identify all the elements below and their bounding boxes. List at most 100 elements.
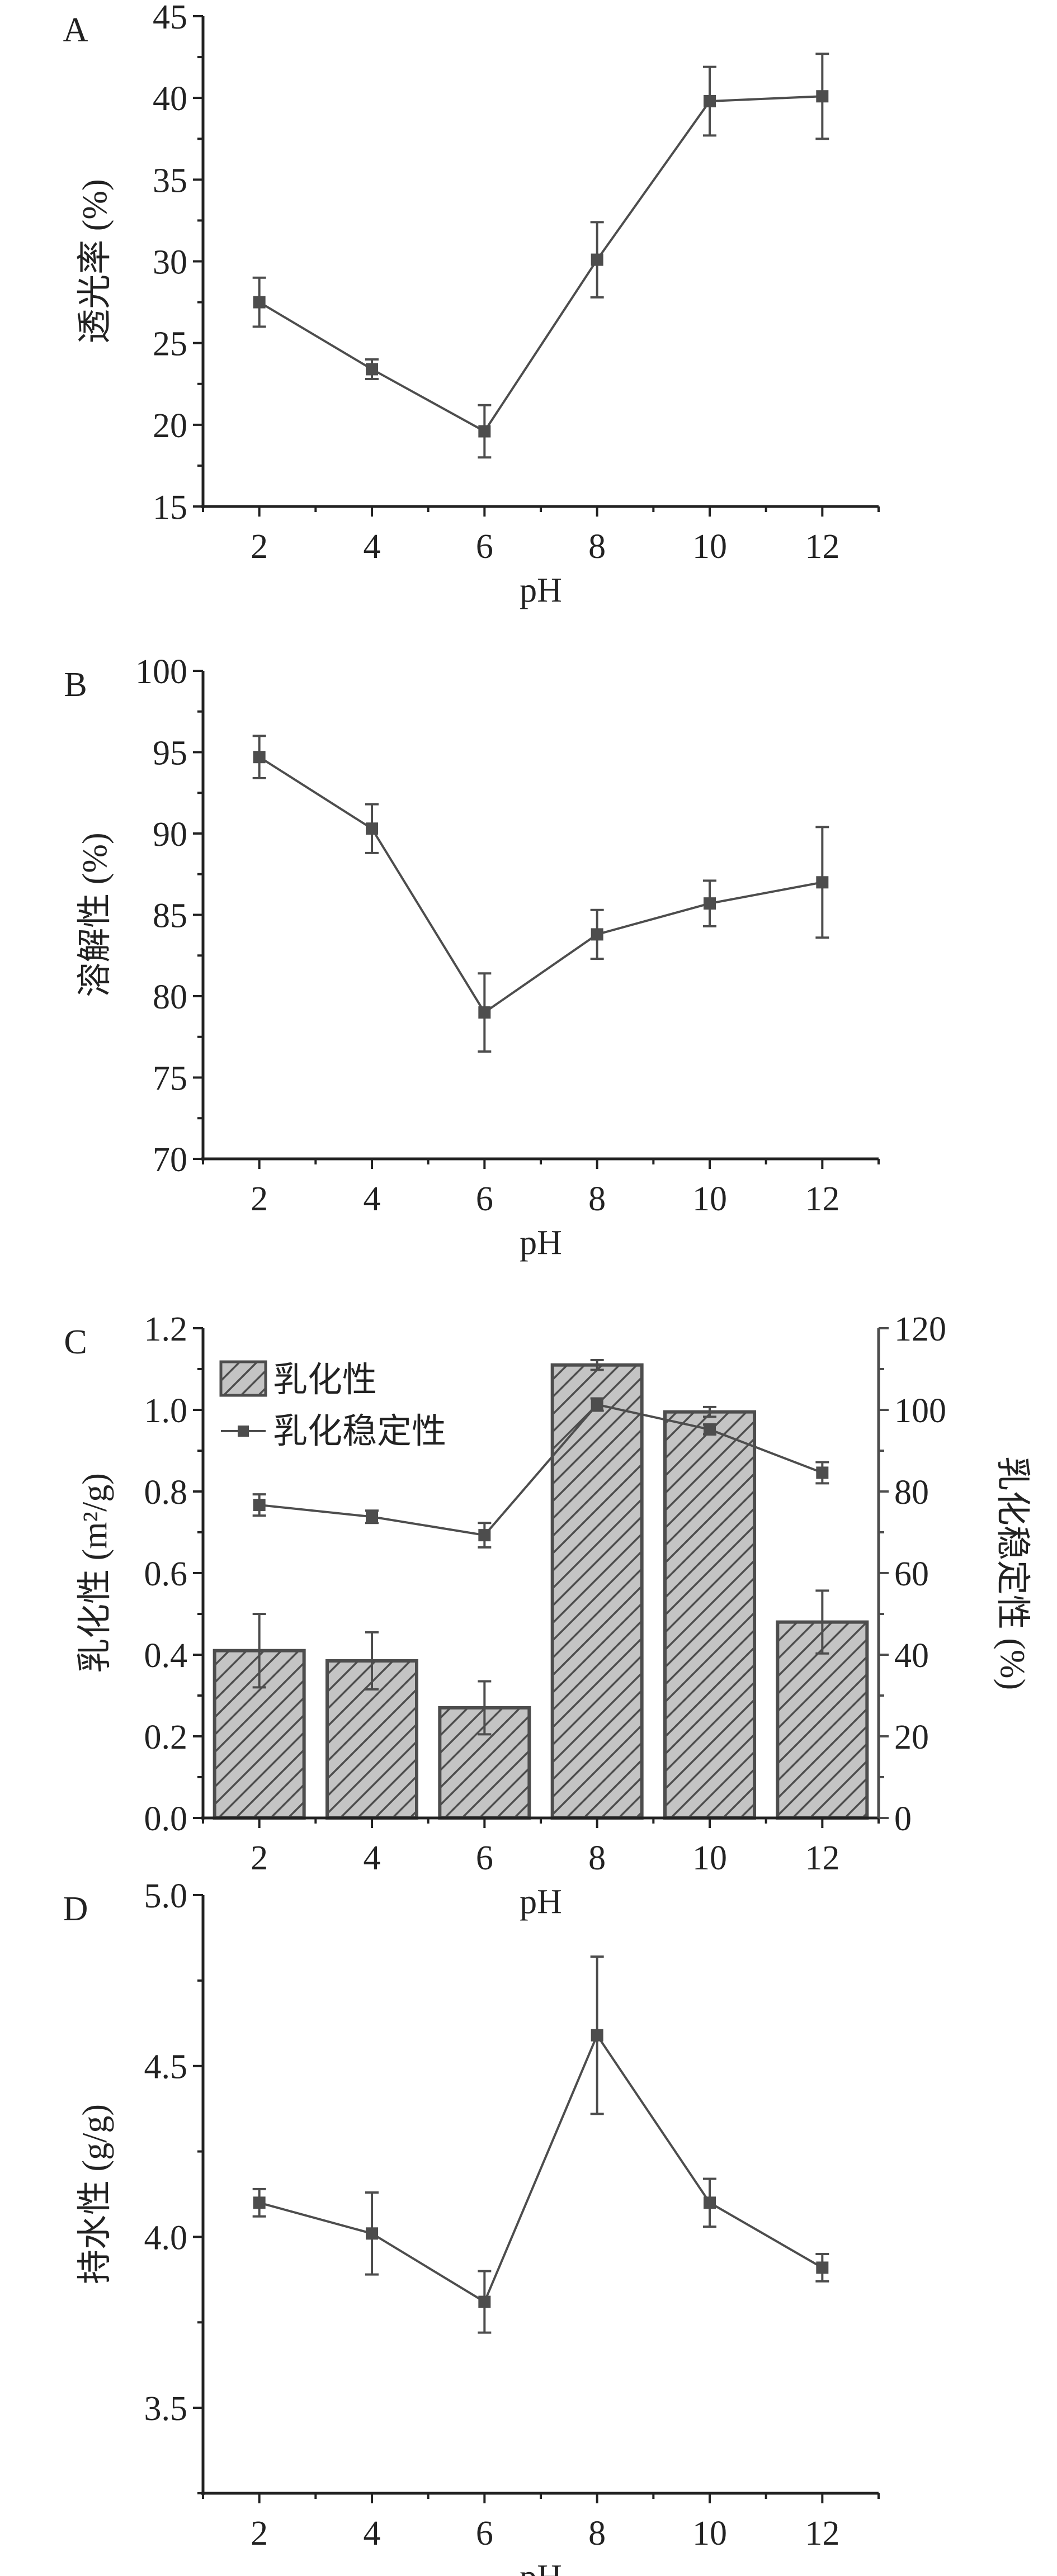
x-axis-label: pH (520, 571, 562, 609)
x-tick-label: 10 (692, 1839, 727, 1877)
x-tick-label: 6 (476, 528, 493, 566)
x-axis-label: pH (520, 2558, 562, 2576)
y-tick-label: 0.6 (144, 1555, 188, 1593)
y-axis-label: 溶解性 (%) (76, 832, 114, 997)
panel-d: D 3.5 4.0 4.5 5.0 2 4 6 8 10 12 pH 持水性 (g/g) (63, 1877, 880, 2576)
data-point (253, 296, 266, 309)
bar (663, 1410, 756, 1820)
y-tick-label: 85 (153, 897, 187, 935)
data-point (478, 425, 491, 438)
series-line (258, 756, 823, 1014)
y-axis-label: 乳化性 (m²/g) (76, 1473, 114, 1673)
data-point (478, 2295, 491, 2308)
y-tick-label: 4.5 (144, 2048, 188, 2086)
data-point (478, 1529, 491, 1542)
x-tick-label: 12 (805, 528, 839, 566)
y-tick-label: 95 (153, 735, 187, 773)
x-tick-label: 2 (251, 1839, 268, 1877)
data-point (253, 2196, 266, 2209)
y-tick-label: 30 (153, 244, 187, 282)
x-tick-label: 4 (364, 528, 381, 566)
data-point (366, 2227, 378, 2240)
y-right-tick-label: 60 (894, 1555, 929, 1593)
data-point (591, 928, 603, 941)
data-point (366, 822, 378, 835)
y-tick-label: 80 (153, 978, 187, 1016)
data-point (704, 2196, 716, 2209)
x-axis-label: pH (520, 1883, 562, 1921)
data-point (704, 897, 716, 910)
x-tick-label: 8 (588, 2515, 606, 2553)
series-line (259, 2033, 823, 2304)
y-tick-label: 25 (153, 325, 187, 363)
y-tick-label: 3.5 (144, 2390, 188, 2428)
series-line (259, 1403, 823, 1537)
data-point (704, 95, 716, 108)
y-tick-label: 100 (135, 653, 187, 691)
y-tick-label: 0.8 (144, 1474, 188, 1512)
panel-letter: A (63, 11, 88, 49)
data-point (591, 1398, 603, 1411)
data-point (591, 253, 603, 266)
bar (776, 1620, 869, 1820)
x-tick-label: 12 (805, 1839, 839, 1877)
y-tick-label: 70 (153, 1141, 187, 1179)
x-tick-label: 8 (588, 1180, 606, 1218)
data-point (253, 751, 266, 764)
y-tick-label: 75 (153, 1060, 187, 1098)
data-point (366, 363, 378, 376)
x-tick-label: 12 (805, 1180, 839, 1218)
y-tick-label: 0.4 (144, 1637, 188, 1675)
data-point (816, 1466, 829, 1479)
y-tick-label: 1.2 (144, 1310, 188, 1348)
y-tick-label: 4.0 (144, 2219, 188, 2257)
y-tick-label: 15 (153, 489, 187, 527)
x-tick-label: 10 (692, 528, 727, 566)
panel-letter: B (64, 666, 87, 704)
x-tick-label: 2 (251, 528, 268, 566)
y-tick-label: 45 (153, 0, 187, 36)
y-right-tick-label: 40 (894, 1637, 929, 1675)
y-right-tick-label: 20 (894, 1718, 929, 1756)
x-tick-label: 12 (805, 2515, 839, 2553)
data-point (816, 90, 829, 103)
series-line (258, 95, 823, 433)
x-tick-label: 2 (251, 1180, 268, 1218)
legend-swatch-bar (219, 1360, 267, 1397)
x-tick-label: 4 (364, 1180, 381, 1218)
panel-b: B 70 75 80 85 90 95 100 2 4 6 8 10 12 pH 溶解性 (%) (64, 653, 880, 1262)
y-tick-label: 40 (153, 80, 187, 118)
y-tick-label: 1.0 (144, 1392, 188, 1430)
data-point (816, 876, 829, 889)
y-tick-label: 90 (153, 816, 187, 854)
x-tick-label: 8 (588, 528, 606, 566)
y-right-tick-label: 80 (894, 1474, 929, 1512)
x-tick-label: 4 (364, 2515, 381, 2553)
y-tick-label: 35 (153, 162, 187, 200)
data-point (591, 2029, 603, 2042)
y-tick-label: 0.0 (144, 1800, 188, 1838)
y-axis-label: 持水性 (g/g) (76, 2104, 114, 2284)
x-tick-label: 2 (251, 2515, 268, 2553)
x-tick-label: 10 (692, 2515, 727, 2553)
legend-label-line: 乳化稳定性 (273, 1413, 446, 1451)
x-tick-label: 8 (588, 1839, 606, 1877)
bar (550, 1363, 644, 1820)
y-right-tick-label: 0 (894, 1800, 912, 1838)
x-tick-label: 10 (692, 1180, 727, 1218)
data-point (816, 2261, 829, 2274)
x-tick-label: 6 (476, 1180, 493, 1218)
y-axis-label: 透光率 (%) (76, 179, 114, 343)
x-tick-label: 6 (476, 2515, 493, 2553)
data-point (253, 1499, 266, 1512)
y-tick-label: 20 (153, 407, 187, 445)
panel-c: C 0.0 0.2 0.4 0.6 0.8 1.0 1.2 2 4 6 8 10 12 pH 乳化性 (m²/… (64, 1310, 1031, 1921)
legend-marker (238, 1426, 249, 1437)
panel-letter: D (63, 1890, 88, 1928)
y-axis-label-right: 乳化稳定性 (%) (993, 1456, 1031, 1690)
x-axis-label: pH (520, 1224, 562, 1262)
panel-a: A 15 20 25 30 35 40 45 2 4 6 8 10 12 pH 透光率 (%) (63, 0, 880, 609)
data-point (366, 1510, 378, 1523)
